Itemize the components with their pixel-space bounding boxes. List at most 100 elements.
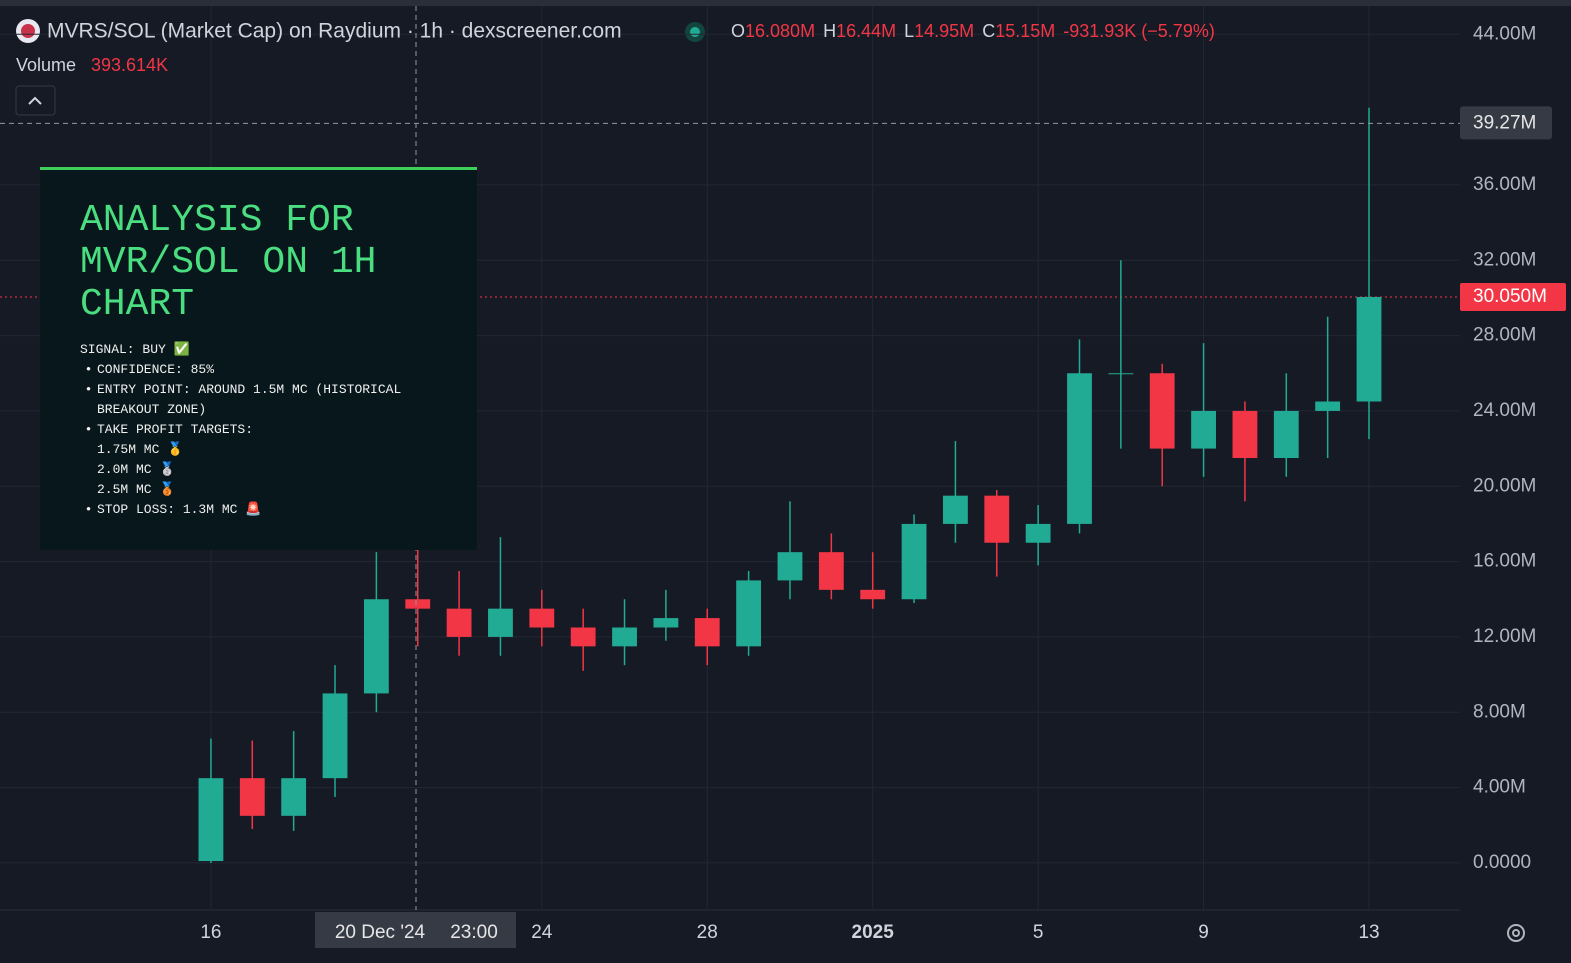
y-tick-label: 24.00M bbox=[1473, 400, 1536, 421]
candle-body bbox=[818, 552, 844, 590]
y-tick-label: 28.00M bbox=[1473, 325, 1536, 346]
candle-body bbox=[1356, 296, 1382, 402]
volume-label: Volume bbox=[16, 55, 76, 75]
settings-icon[interactable] bbox=[1507, 924, 1525, 942]
bullet bbox=[80, 440, 97, 460]
analysis-line: • TAKE PROFIT TARGETS: bbox=[80, 420, 437, 440]
candle-body bbox=[405, 599, 431, 609]
ohlc-key: O bbox=[731, 21, 745, 41]
x-tick-label: 28 bbox=[697, 922, 718, 943]
analysis-title: ANALYSIS FOR MVR/SOL ON 1H CHART bbox=[80, 199, 377, 326]
candle-body bbox=[653, 618, 679, 628]
analysis-text: 2.5M MC 🥉 bbox=[97, 482, 176, 497]
y-tick-label: 44.00M bbox=[1473, 23, 1536, 44]
candle-body bbox=[488, 608, 513, 637]
settings-icon-center bbox=[1512, 929, 1520, 937]
ohlc-value: 15.15M bbox=[995, 21, 1055, 41]
ohlc-key: L bbox=[904, 21, 914, 41]
candle-body bbox=[694, 618, 720, 647]
analysis-line: • CONFIDENCE: 85% bbox=[80, 360, 437, 380]
bullet bbox=[80, 480, 97, 500]
y-tick-label: 32.00M bbox=[1473, 249, 1536, 270]
crosshair-y-label: 39.27M bbox=[1473, 112, 1536, 133]
candle-body bbox=[1149, 373, 1175, 449]
analysis-text: STOP LOSS: 1.3M MC 🚨 bbox=[97, 502, 262, 517]
analysis-line: 2.5M MC 🥉 bbox=[80, 480, 437, 500]
x-tick-label: 24 bbox=[531, 922, 553, 943]
status-dot bbox=[690, 27, 700, 37]
candle-body bbox=[736, 580, 762, 647]
candle-body bbox=[1067, 373, 1092, 524]
candle-body bbox=[446, 608, 472, 637]
ohlc-value: 14.95M bbox=[914, 21, 974, 41]
bullet: • bbox=[84, 382, 93, 397]
candle-body bbox=[322, 693, 348, 779]
last-price-label: 30.050M bbox=[1473, 286, 1547, 307]
y-tick-label: 20.00M bbox=[1473, 475, 1536, 496]
collapse-button[interactable] bbox=[15, 85, 56, 116]
analysis-text: 2.0M MC 🥈 bbox=[97, 462, 176, 477]
ohlc-value: 16.44M bbox=[836, 21, 896, 41]
candle-body bbox=[1232, 410, 1258, 458]
analysis-text: CONFIDENCE: 85% bbox=[97, 362, 215, 377]
ohlc-key: H bbox=[823, 21, 836, 41]
token-icon-inner bbox=[21, 24, 35, 38]
candle-body bbox=[239, 778, 265, 816]
analysis-line: SIGNAL: BUY ✅ bbox=[80, 340, 437, 360]
x-tick-label: 16 bbox=[200, 922, 221, 943]
x-tick-label: 9 bbox=[1198, 922, 1209, 943]
candle-body bbox=[198, 778, 224, 862]
candle-body bbox=[1273, 410, 1299, 458]
crosshair-x-box bbox=[314, 912, 516, 948]
crosshair-x-time: 23:00 bbox=[450, 922, 498, 943]
y-tick-label: 12.00M bbox=[1473, 626, 1536, 647]
candle-body bbox=[612, 627, 637, 647]
candle-body bbox=[1191, 410, 1216, 449]
candle-body bbox=[777, 552, 803, 581]
x-tick-label: 13 bbox=[1358, 922, 1379, 943]
volume-value: 393.614K bbox=[91, 55, 168, 75]
candle-body bbox=[363, 599, 389, 694]
candle-body bbox=[1025, 523, 1051, 543]
y-tick-label: 0.0000 bbox=[1473, 852, 1531, 873]
crosshair-x-label: 20 Dec '24 bbox=[335, 922, 426, 943]
x-tick-label: 2025 bbox=[852, 922, 895, 943]
collapse-icon bbox=[28, 96, 42, 105]
x-tick-label: 5 bbox=[1033, 922, 1044, 943]
analysis-text: ENTRY POINT: AROUND 1.5M MC (HISTORICAL … bbox=[97, 382, 402, 417]
crosshair-y-box bbox=[1460, 106, 1552, 140]
analysis-box: ANALYSIS FOR MVR/SOL ON 1H CHART SIGNAL:… bbox=[40, 167, 477, 550]
candle-body bbox=[529, 608, 555, 628]
ohlc-key: C bbox=[982, 21, 995, 41]
ohlc-legend: O16.080M H16.44M L14.95M C15.15M -931.93K (−… bbox=[731, 21, 1215, 41]
candle-body bbox=[901, 523, 927, 600]
ohlc-value: 16.080M bbox=[745, 21, 815, 41]
y-tick-label: 36.00M bbox=[1473, 174, 1536, 195]
candle-body bbox=[570, 627, 596, 647]
bullet: • bbox=[84, 502, 93, 517]
analysis-line: 1.75M MC 🥇 bbox=[80, 440, 437, 460]
candle-body bbox=[984, 495, 1010, 543]
change-value: -931.93K (−5.79%) bbox=[1063, 21, 1215, 41]
bullet bbox=[80, 460, 97, 480]
chart-title: MVRS/SOL (Market Cap) on Raydium · 1h · … bbox=[47, 20, 622, 43]
candle-body bbox=[943, 495, 968, 524]
top-border bbox=[0, 0, 1571, 6]
analysis-lines: SIGNAL: BUY ✅ • CONFIDENCE: 85% • ENTRY POIN… bbox=[80, 340, 437, 520]
bullet: • bbox=[84, 362, 93, 377]
candle-body bbox=[1108, 373, 1134, 375]
bullet: • bbox=[84, 422, 93, 437]
analysis-line: • STOP LOSS: 1.3M MC 🚨 bbox=[80, 500, 437, 520]
y-tick-label: 4.00M bbox=[1473, 777, 1526, 798]
analysis-line: 2.0M MC 🥈 bbox=[80, 460, 437, 480]
candle-body bbox=[281, 778, 307, 816]
candle-body bbox=[1315, 401, 1341, 411]
y-tick-label: 8.00M bbox=[1473, 701, 1526, 722]
last-price-box bbox=[1460, 282, 1566, 311]
analysis-line: • ENTRY POINT: AROUND 1.5M MC (HISTORICAL… bbox=[80, 380, 437, 420]
y-tick-label: 16.00M bbox=[1473, 551, 1536, 572]
analysis-text: 1.75M MC 🥇 bbox=[97, 442, 184, 457]
analysis-text: TAKE PROFIT TARGETS: bbox=[97, 422, 254, 437]
candle-body bbox=[860, 589, 886, 600]
